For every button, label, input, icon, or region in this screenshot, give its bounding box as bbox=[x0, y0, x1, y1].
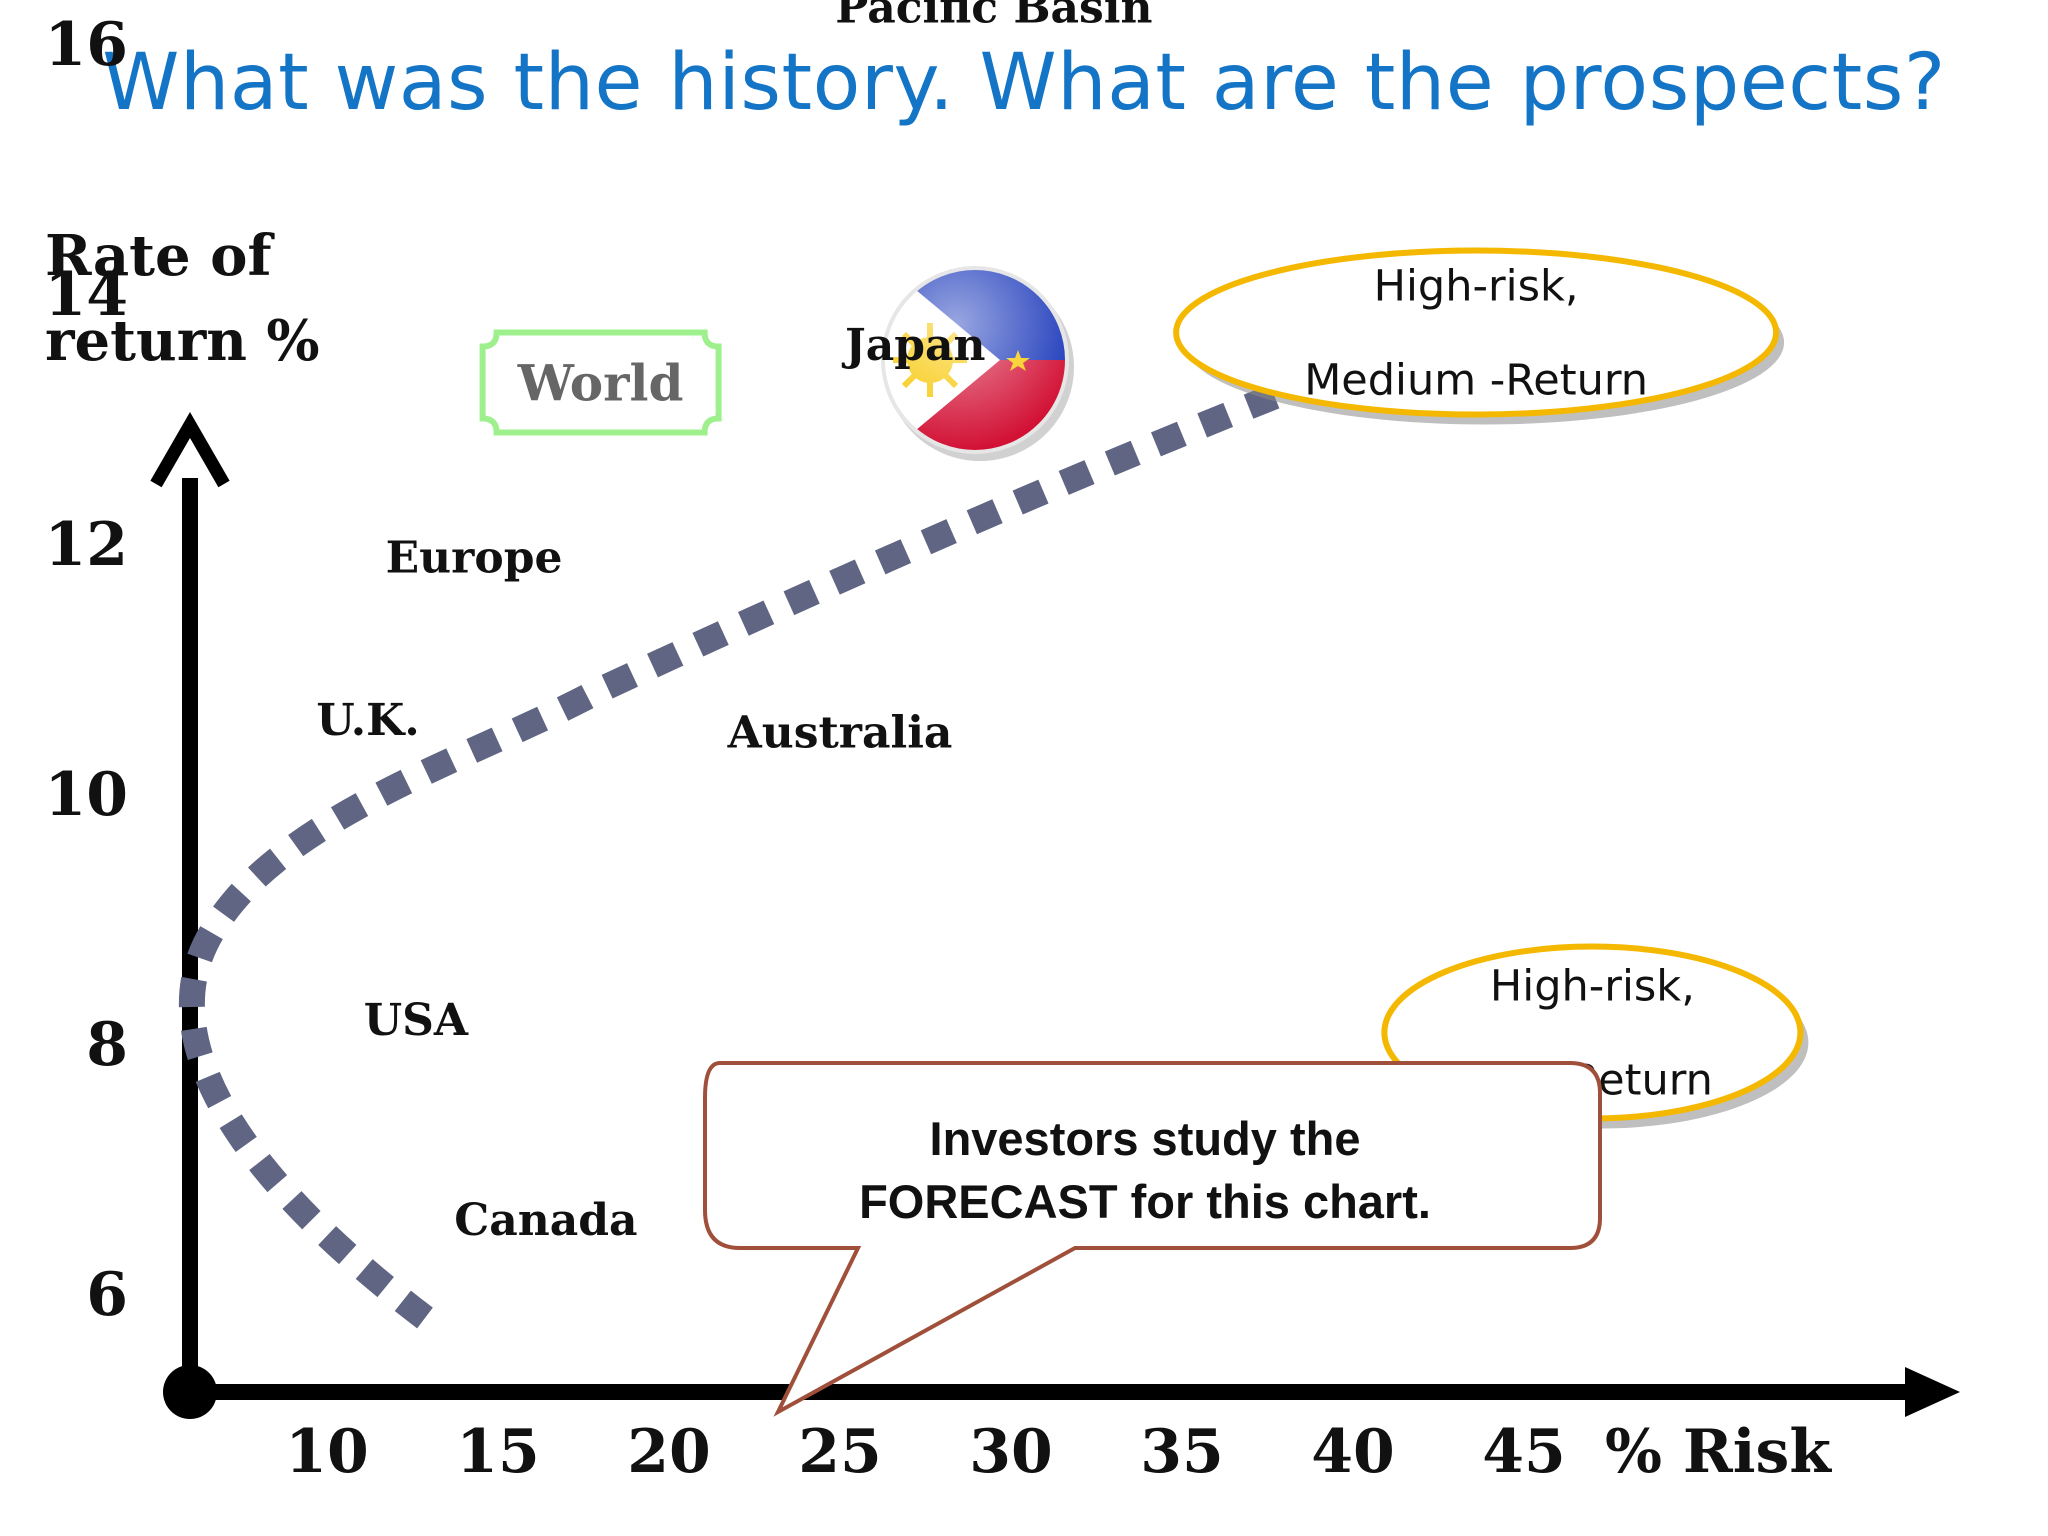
x-axis-arrowhead bbox=[1905, 1367, 1960, 1417]
slide-title: What was the history. What are the prosp… bbox=[102, 38, 1946, 128]
country-point-label: Australia bbox=[727, 708, 953, 759]
country-point-label: Canada bbox=[454, 1195, 637, 1246]
x-tick-label: 10 bbox=[285, 1417, 369, 1487]
y-axis-arrowhead bbox=[150, 411, 230, 488]
note-oval bbox=[1173, 247, 1780, 418]
country-point-label: Japan bbox=[841, 320, 986, 371]
trend-dotted-curve bbox=[179, 297, 1505, 1329]
callout-bubble bbox=[703, 1061, 1602, 1417]
world-box: World bbox=[479, 329, 722, 436]
callout-line-1: Investors study the bbox=[930, 1112, 1361, 1165]
note-line-1: High-risk, bbox=[1490, 962, 1695, 1012]
x-tick-label: 40 bbox=[1311, 1417, 1395, 1487]
x-tick-label: 15 bbox=[456, 1417, 540, 1487]
x-tick-label: 45 bbox=[1482, 1417, 1566, 1487]
y-tick-label: 10 bbox=[45, 760, 129, 830]
country-point-label: Pacific Basin bbox=[835, 0, 1152, 34]
x-tick-label: 30 bbox=[969, 1417, 1053, 1487]
callout-line-2: FORECAST for this chart. bbox=[859, 1175, 1431, 1228]
x-tick-label: 35 bbox=[1140, 1417, 1224, 1487]
forecast-callout: Investors study the FORECAST for this ch… bbox=[703, 1061, 1602, 1417]
country-point-label: USA bbox=[364, 995, 469, 1046]
x-tick-label: 20 bbox=[627, 1417, 711, 1487]
x-axis-label: % Risk bbox=[1605, 1417, 1832, 1487]
y-axis-label-line-2: return % bbox=[45, 308, 320, 374]
y-axis-label-line-1: Rate of bbox=[45, 223, 275, 289]
y-tick-label: 8 bbox=[86, 1010, 128, 1080]
y-tick-label: 16 bbox=[45, 10, 129, 80]
y-tick-label: 14 bbox=[45, 260, 129, 330]
y-tick-label: 12 bbox=[45, 510, 129, 580]
x-tick-label: 25 bbox=[798, 1417, 882, 1487]
country-point-label: U.K. bbox=[316, 695, 419, 746]
y-tick-label: 6 bbox=[86, 1260, 128, 1330]
country-point-label: Europe bbox=[386, 533, 563, 584]
note-line-2: Medium -Return bbox=[1304, 356, 1648, 406]
note-line-1: High-risk, bbox=[1374, 262, 1579, 312]
philippines-flag-icon bbox=[881, 266, 1074, 461]
axis-origin-dot bbox=[163, 1365, 217, 1419]
world-label: World bbox=[517, 354, 684, 413]
